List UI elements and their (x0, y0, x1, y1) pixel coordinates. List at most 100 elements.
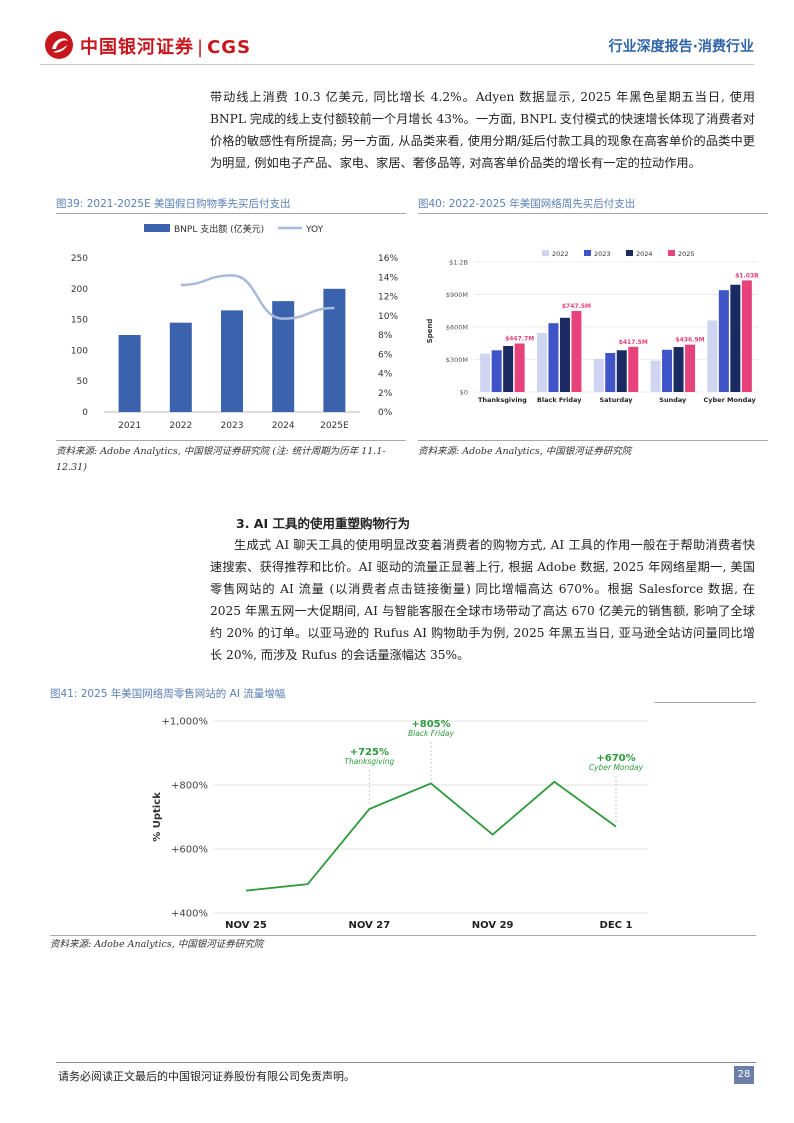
section-heading-ai-tools: 3. AI 工具的使用重塑购物行为 (236, 516, 410, 531)
annotation-value: +805% (411, 719, 450, 730)
legend-label-bnpl: BNPL 支出额 (亿美元) (174, 223, 264, 235)
figure-39-caption: 图39: 2021-2025E 美国假日购物季先买后付支出 (56, 198, 291, 210)
bar-2023 (548, 323, 559, 392)
body-paragraph-1: 带动线上消费 10.3 亿美元, 同比增长 4.2%。Adyen 数据显示, 2… (210, 90, 755, 170)
y-tick-right: 8% (378, 331, 393, 341)
legend-label: 2023 (594, 250, 611, 258)
figure-40-caption: 图40: 2022-2025 年美国网络周先买后付支出 (418, 198, 636, 210)
figure-39-source: 资料来源: Adobe Analytics, 中国银河证券研究院 (注: 统计周… (56, 446, 386, 473)
y-tick-label: $1.2B (449, 259, 468, 267)
header-divider (40, 64, 754, 65)
y-tick-right: 0% (378, 408, 393, 418)
bar-2022 (480, 353, 491, 392)
x-tick-label: NOV 25 (225, 920, 267, 931)
y-axis-label: % Uptick (152, 792, 163, 842)
y-tick-left: 200 (71, 285, 88, 295)
legend-label: 2025 (678, 250, 695, 258)
y-tick-label: +600% (171, 845, 208, 856)
y-tick-left: 150 (71, 316, 88, 326)
data-label-2025: $447.7M (505, 335, 534, 342)
bar-2025 (685, 344, 696, 392)
legend-label: 2024 (636, 250, 653, 258)
figure-39-top-rule (56, 213, 406, 214)
legend-swatch (626, 250, 633, 256)
bar-bnpl (221, 310, 243, 412)
bar-2022 (593, 358, 604, 392)
annotation-value: +725% (350, 747, 389, 758)
bnpl-holiday-chart: BNPL 支出额 (亿美元) YOY 0 50 100 150 200 250 0% 2% 4% 6%… (71, 223, 399, 431)
data-label-2025: $1.03B (735, 272, 759, 279)
page-number: 28 (734, 1066, 754, 1084)
x-tick-label: Saturday (599, 396, 633, 404)
figure-40-source: 资料来源: Adobe Analytics, 中国银河证券研究院 (418, 446, 632, 457)
x-tick-label: Sunday (659, 396, 687, 404)
bar-2022 (650, 360, 661, 392)
data-label-2025: $436.9M (675, 337, 704, 344)
legend-swatch (584, 250, 591, 256)
bar-bnpl (272, 301, 295, 412)
y-tick-right: 16% (378, 254, 398, 264)
y-tick-left: 50 (77, 377, 89, 387)
annotation-event: Thanksgiving (344, 757, 394, 766)
cgs-logo-icon (45, 31, 73, 59)
legend-label: 2022 (552, 250, 569, 258)
brand-name-en: CGS (207, 37, 252, 58)
bar-2025 (741, 280, 752, 392)
bnpl-cyber-week-chart: 2022 2023 2024 2025 $0 $300M $600M $900M $1.2B Sp… (418, 236, 768, 416)
disclaimer-note: 请务必阅读正文最后的中国银河证券股份有限公司免责声明。 (58, 1070, 355, 1083)
bar-bnpl (169, 322, 192, 412)
y-tick-right: 2% (378, 389, 393, 399)
y-tick-label: +400% (171, 909, 208, 920)
y-tick-label: $0 (460, 389, 468, 397)
legend-swatch (668, 250, 675, 256)
bar-2023 (662, 349, 673, 392)
annotation-event: Black Friday (408, 729, 455, 738)
data-label-2025: $747.5M (562, 303, 591, 310)
bar-2022 (536, 332, 547, 392)
x-tick-label: 2025E (320, 421, 349, 431)
x-tick-label: 2021 (118, 421, 141, 431)
legend-swatch (542, 250, 549, 256)
y-tick-right: 12% (378, 293, 398, 303)
footer-divider (56, 1062, 756, 1063)
y-tick-right: 14% (378, 273, 398, 283)
bar-2024 (673, 347, 684, 392)
x-tick-label: Thanksgiving (478, 396, 527, 404)
bar-2025 (514, 343, 525, 392)
bar-bnpl (118, 335, 141, 412)
bar-2024 (503, 345, 514, 392)
body-paragraph-2: 生成式 AI 聊天工具的使用明显改变着消费者的购物方式, AI 工具的作用一般在… (210, 538, 755, 662)
figure-39-bottom-rule (56, 440, 406, 441)
x-tick-label: 2024 (272, 421, 295, 431)
bar-2025 (571, 311, 582, 392)
figure-41-caption: 图41: 2025 年美国网络周零售网站的 AI 流量增幅 (50, 688, 286, 700)
bar-2023 (605, 353, 616, 392)
bar-bnpl (323, 288, 346, 412)
y-tick-left: 0 (82, 408, 88, 418)
brand-name-cn: 中国银河证券 (80, 37, 194, 58)
y-tick-left: 100 (71, 346, 88, 356)
bar-2023 (718, 290, 729, 392)
x-tick-label: Cyber Monday (704, 396, 757, 404)
x-tick-label: NOV 29 (472, 920, 514, 931)
annotation-value: +670% (596, 753, 635, 764)
x-tick-label: DEC 1 (600, 920, 633, 931)
bar-2024 (616, 350, 627, 392)
data-label-2025: $417.5M (619, 339, 648, 346)
annotation-event: Cyber Monday (589, 763, 644, 772)
figure-41-bottom-rule (50, 935, 756, 936)
ai-traffic-line (245, 780, 617, 892)
x-tick-label: Black Friday (537, 396, 582, 404)
y-tick-label: +1,000% (161, 717, 208, 728)
legend-label-yoy: YOY (305, 225, 324, 235)
x-tick-label: NOV 27 (348, 920, 390, 931)
y-tick-label: +800% (171, 781, 208, 792)
figure-40-bottom-rule (418, 440, 768, 441)
y-tick-label: $900M (446, 291, 468, 299)
bar-2024 (730, 284, 741, 392)
figure-41-top-rule (654, 702, 756, 703)
figure-41-source: 资料来源: Adobe Analytics, 中国银河证券研究院 (50, 939, 264, 950)
x-tick-label: 2023 (221, 421, 244, 431)
y-tick-right: 10% (378, 312, 398, 322)
y-tick-right: 6% (378, 350, 393, 360)
